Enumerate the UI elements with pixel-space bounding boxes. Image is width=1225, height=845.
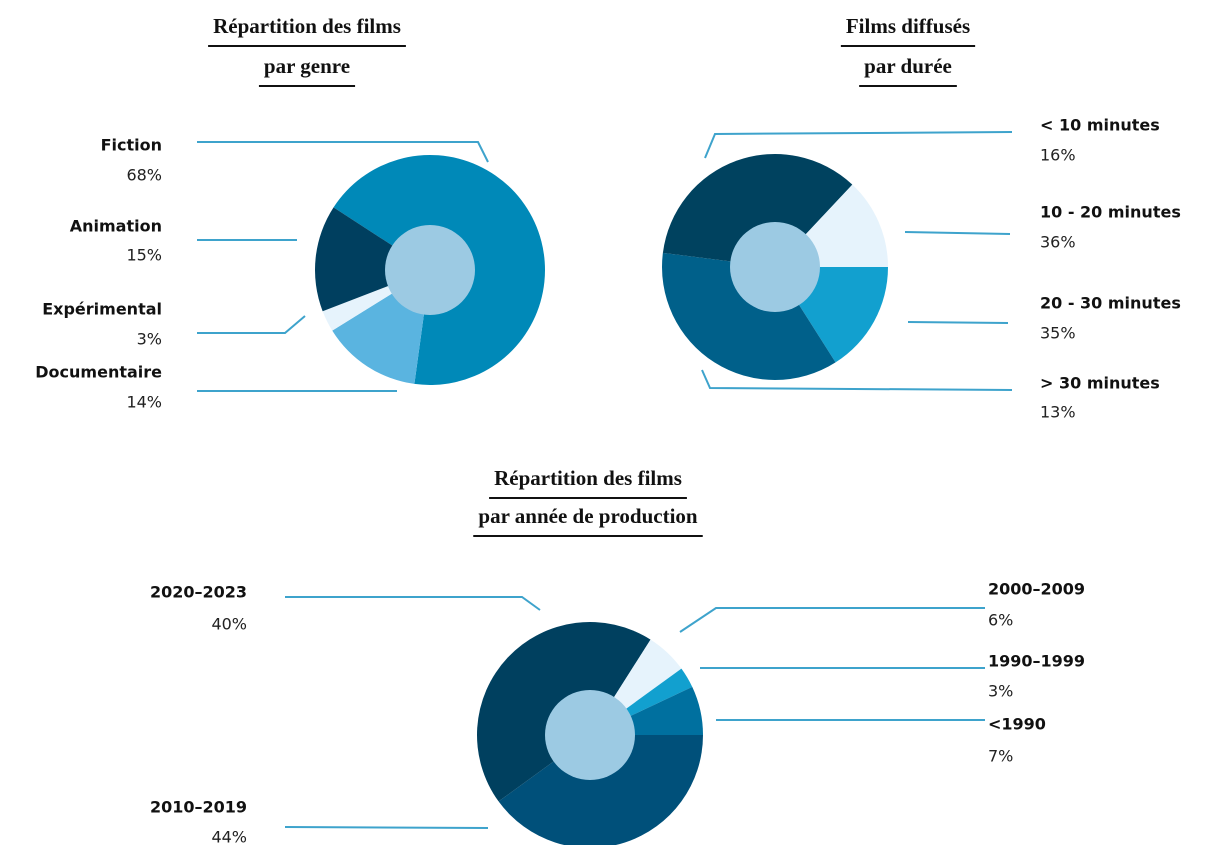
category-label: Expérimental [42,300,162,319]
category-label: 1990–1999 [988,652,1085,671]
category-label: 20 - 30 minutes [1040,294,1181,313]
leader-line [679,607,985,633]
pie-slice [662,252,836,380]
leader-line [904,231,1011,235]
value-label: 36% [1040,233,1076,252]
chart-subtitle: par durée [864,54,952,78]
value-label: 16% [1040,146,1076,165]
donut-hole [730,222,820,312]
value-label: 13% [1040,403,1076,422]
value-label: 40% [211,615,247,634]
category-label: Fiction [101,136,162,155]
donut-hole [385,225,475,315]
value-label: 35% [1040,324,1076,343]
chart-subtitle: par année de production [478,504,697,528]
chart-title: Films diffusés [846,14,970,38]
value-label: 68% [126,166,162,185]
pie-slice [498,735,703,845]
chart-title: Répartition des films [494,466,682,490]
category-label: 10 - 20 minutes [1040,203,1181,222]
category-label: 2010–2019 [150,798,247,817]
value-label: 44% [211,828,247,845]
value-label: 7% [988,747,1013,766]
value-label: 3% [137,330,162,349]
leader-line [197,315,306,334]
category-label: 2020–2023 [150,583,247,602]
leader-line [701,369,1013,391]
chart-subtitle: par genre [264,54,350,78]
value-label: 15% [126,246,162,265]
category-label: <1990 [988,715,1046,734]
value-label: 3% [988,682,1013,701]
leader-line [907,321,1009,324]
leader-line [197,141,489,163]
pie-slice [662,154,853,267]
leader-line [704,131,1013,159]
pie-slice [315,207,430,312]
donut-hole [545,690,635,780]
category-label: 2000–2009 [988,580,1085,599]
value-label: 14% [126,393,162,412]
category-label: Animation [70,217,162,236]
chart-title: Répartition des films [213,14,401,38]
category-label: Documentaire [35,363,162,382]
leader-line [285,596,541,611]
leader-line [284,826,489,829]
value-label: 6% [988,611,1013,630]
category-label: > 30 minutes [1040,374,1160,393]
category-label: < 10 minutes [1040,116,1160,135]
